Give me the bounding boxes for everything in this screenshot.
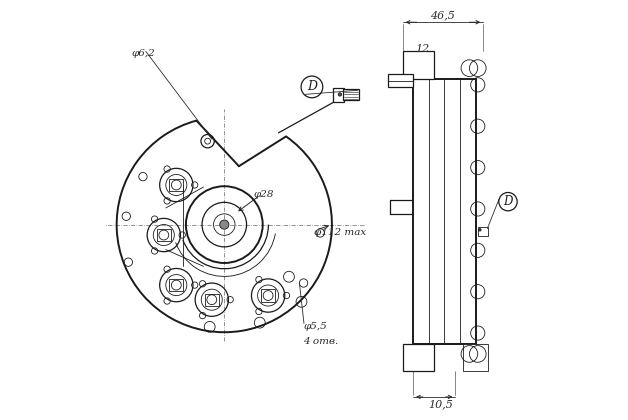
Circle shape [479, 228, 481, 231]
Text: φ6,2: φ6,2 [131, 49, 155, 58]
Bar [157, 229, 171, 241]
Text: 4 отв.: 4 отв. [303, 337, 338, 346]
Circle shape [338, 93, 342, 96]
Bar [478, 227, 488, 236]
Bar [344, 89, 359, 100]
Text: φ5,5: φ5,5 [304, 322, 328, 331]
Bar [170, 179, 183, 191]
Bar [333, 88, 344, 102]
Text: 12: 12 [415, 44, 430, 54]
Bar [403, 52, 434, 79]
Text: φ112 max: φ112 max [314, 228, 366, 237]
Text: D: D [503, 195, 512, 208]
Bar [403, 344, 434, 370]
Circle shape [220, 220, 229, 229]
Text: φ28: φ28 [254, 191, 274, 200]
Bar [261, 289, 275, 302]
Text: D: D [307, 80, 317, 93]
Bar [388, 74, 413, 87]
Bar [463, 344, 488, 370]
Bar [205, 294, 219, 306]
Text: 10,5: 10,5 [428, 399, 453, 409]
Text: 46,5: 46,5 [430, 10, 455, 20]
Bar [170, 279, 183, 291]
Bar [413, 79, 475, 344]
